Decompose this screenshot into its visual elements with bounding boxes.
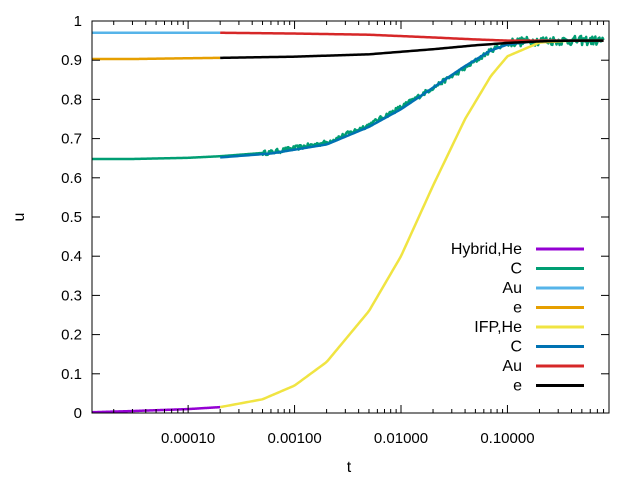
y-tick-label: 0.3 — [61, 287, 82, 304]
x-tick-label: 0.10000 — [480, 430, 534, 447]
legend-label: C — [510, 261, 522, 278]
legend-label: Au — [502, 280, 522, 297]
y-tick-label: 1 — [74, 13, 82, 30]
legend-entry: e — [513, 300, 584, 317]
legend-label: C — [510, 339, 522, 356]
legend-entry: e — [513, 378, 584, 395]
series-line-5 — [219, 39, 604, 409]
legend-label: e — [513, 300, 522, 317]
y-tick-label: 0.8 — [61, 91, 82, 108]
y-tick-label: 0.2 — [61, 327, 82, 344]
legend-entry: C — [510, 339, 584, 356]
legend-entry: C — [510, 261, 584, 278]
legend-label: Au — [502, 358, 522, 375]
x-axis-label: t — [347, 459, 352, 476]
y-tick-label: 0.4 — [61, 248, 82, 265]
y-tick-label: 0.9 — [61, 52, 82, 69]
legend-entry: Hybrid,He — [451, 241, 584, 258]
y-axis-label: u — [11, 213, 28, 222]
y-tick-label: 0.5 — [61, 209, 82, 226]
axes-layer: 0 0.1 0.2 0.3 0.4 0.5 0.6 0.7 0.8 0.9 1 0.00010 0.00… — [61, 13, 609, 447]
legend-entry: Au — [502, 358, 584, 375]
series-line-8 — [220, 39, 604, 60]
y-tick-label: 0.6 — [61, 170, 82, 187]
legend-entry: Au — [502, 280, 584, 297]
x-tick-label: 0.00100 — [267, 430, 321, 447]
series-line-4 — [91, 56, 221, 61]
legend-label: Hybrid,He — [451, 241, 522, 258]
legend-label: e — [513, 378, 522, 395]
legend-label: IFP,He — [474, 319, 522, 336]
y-tick-label: 0 — [74, 405, 82, 422]
x-tick-label: 0.00010 — [161, 430, 215, 447]
legend-entry: IFP,He — [474, 319, 584, 336]
y-tick-label: 0.1 — [61, 366, 82, 383]
x-tick-label: 0.01000 — [374, 430, 428, 447]
legend: Hybrid,He C Au e IFP,He C Au e — [451, 241, 584, 395]
series-layer — [91, 31, 605, 414]
y-tick-label: 0.7 — [61, 131, 82, 148]
